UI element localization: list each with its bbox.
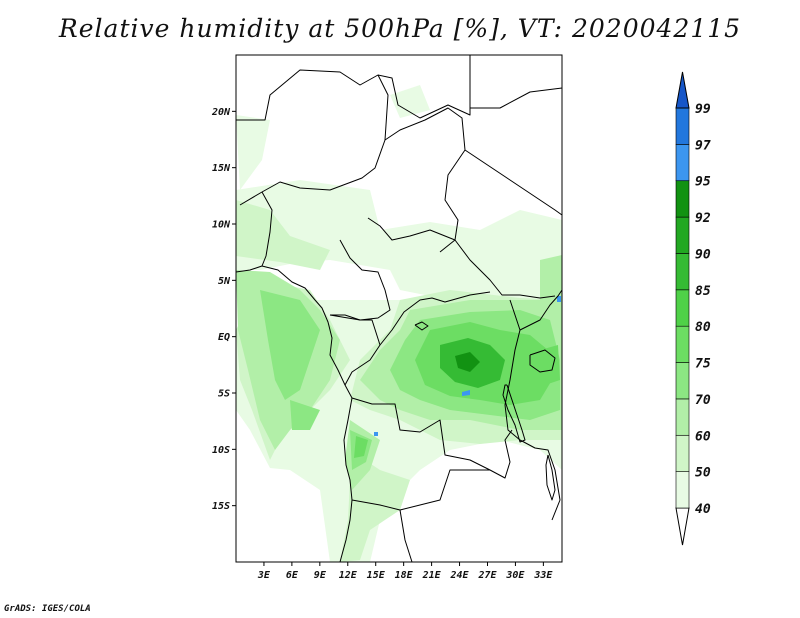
colorbar-label: 85 [695, 284, 711, 299]
colorbar-label: 95 [695, 175, 711, 190]
grads-credit: GrADS: IGES/COLA [4, 604, 91, 614]
humidity-area-80 [354, 322, 560, 458]
colorbar-underflow [675, 507, 690, 546]
border-niger-chad [239, 74, 389, 206]
lon-tick-label: 24E [450, 570, 470, 581]
lon-tick-label: 3E [257, 570, 271, 581]
colorbar-box [675, 362, 690, 400]
border-cameroon [329, 239, 391, 321]
colorbar-box [675, 471, 690, 509]
border-nigeria [261, 191, 273, 267]
border-north-2 [469, 55, 563, 109]
border-congo [330, 314, 381, 386]
lat-tick-label: EQ [218, 332, 230, 343]
border-drc-south [351, 397, 513, 479]
lon-tick-label: 15E [367, 570, 386, 581]
colorbar-box [675, 216, 690, 254]
lon-tick-label: 21E [422, 570, 442, 581]
map-frame [235, 54, 563, 563]
border-sudan-east [464, 149, 563, 216]
chart-title: Relative humidity at 500hPa [%], VT: 202… [58, 14, 742, 43]
lat-tick-label: 10N [212, 220, 231, 231]
border-angola-zambia [351, 469, 490, 511]
lake-malawi [545, 454, 556, 501]
country-borders [235, 55, 563, 563]
latitude-ticks: 20N 15N 10N 5N EQ 5S 10S 15S [211, 107, 236, 512]
lake-tanganyika [502, 384, 526, 443]
humidity-field [236, 85, 562, 562]
colorbar-label: 50 [695, 466, 711, 481]
colorbar-label: 90 [695, 247, 711, 262]
colorbar-box [675, 289, 690, 327]
colorbar-box [675, 434, 690, 472]
border-south [399, 509, 413, 563]
colorbar-box [675, 180, 690, 218]
lon-tick-label: 12E [339, 570, 358, 581]
lat-tick-label: 20N [211, 107, 231, 118]
humidity-area-95 [455, 352, 480, 372]
colorbar-label: 92 [695, 211, 711, 226]
colorbar-label: 70 [695, 393, 711, 408]
lon-tick-label: 9E [314, 570, 327, 581]
lon-tick-label: 6E [286, 570, 299, 581]
border-car [367, 217, 556, 299]
border-great-lakes [504, 299, 561, 521]
border-east-africa [519, 289, 563, 331]
colorbar-box [675, 253, 690, 291]
colorbar-box [675, 144, 690, 182]
lat-tick-label: 15S [212, 501, 230, 512]
lon-tick-label: 33E [533, 570, 553, 581]
lon-tick-label: 30E [505, 570, 525, 581]
colorbar-overflow [675, 71, 690, 109]
lat-tick-label: 5S [218, 389, 230, 400]
lon-tick-label: 27E [477, 570, 497, 581]
coastline-west-africa [235, 265, 353, 563]
colorbar-label: 75 [695, 357, 711, 372]
lat-tick-label: 5N [218, 276, 231, 287]
colorbar-box [675, 325, 690, 363]
colorbar-label: 60 [695, 429, 711, 444]
longitude-ticks: 3E 6E 9E 12E 15E 18E 21E 24E 27E 30E 33E [257, 562, 553, 581]
lat-tick-label: 15N [212, 163, 231, 174]
colorbar-label: 97 [695, 138, 711, 153]
lake-victoria [529, 349, 556, 373]
colorbar-label: 40 [695, 502, 711, 517]
border-north-1 [236, 55, 471, 121]
colorbar-box [675, 398, 690, 436]
colorbar-label: 80 [695, 320, 711, 335]
lake-small [414, 321, 429, 331]
colorbar: 40 50 60 70 75 80 85 90 92 95 97 99 [675, 71, 711, 546]
lon-tick-label: 18E [395, 570, 414, 581]
lat-tick-label: 10S [212, 445, 230, 456]
border-drc-west [379, 291, 491, 346]
colorbar-label: 99 [695, 102, 711, 117]
colorbar-box [675, 107, 690, 145]
